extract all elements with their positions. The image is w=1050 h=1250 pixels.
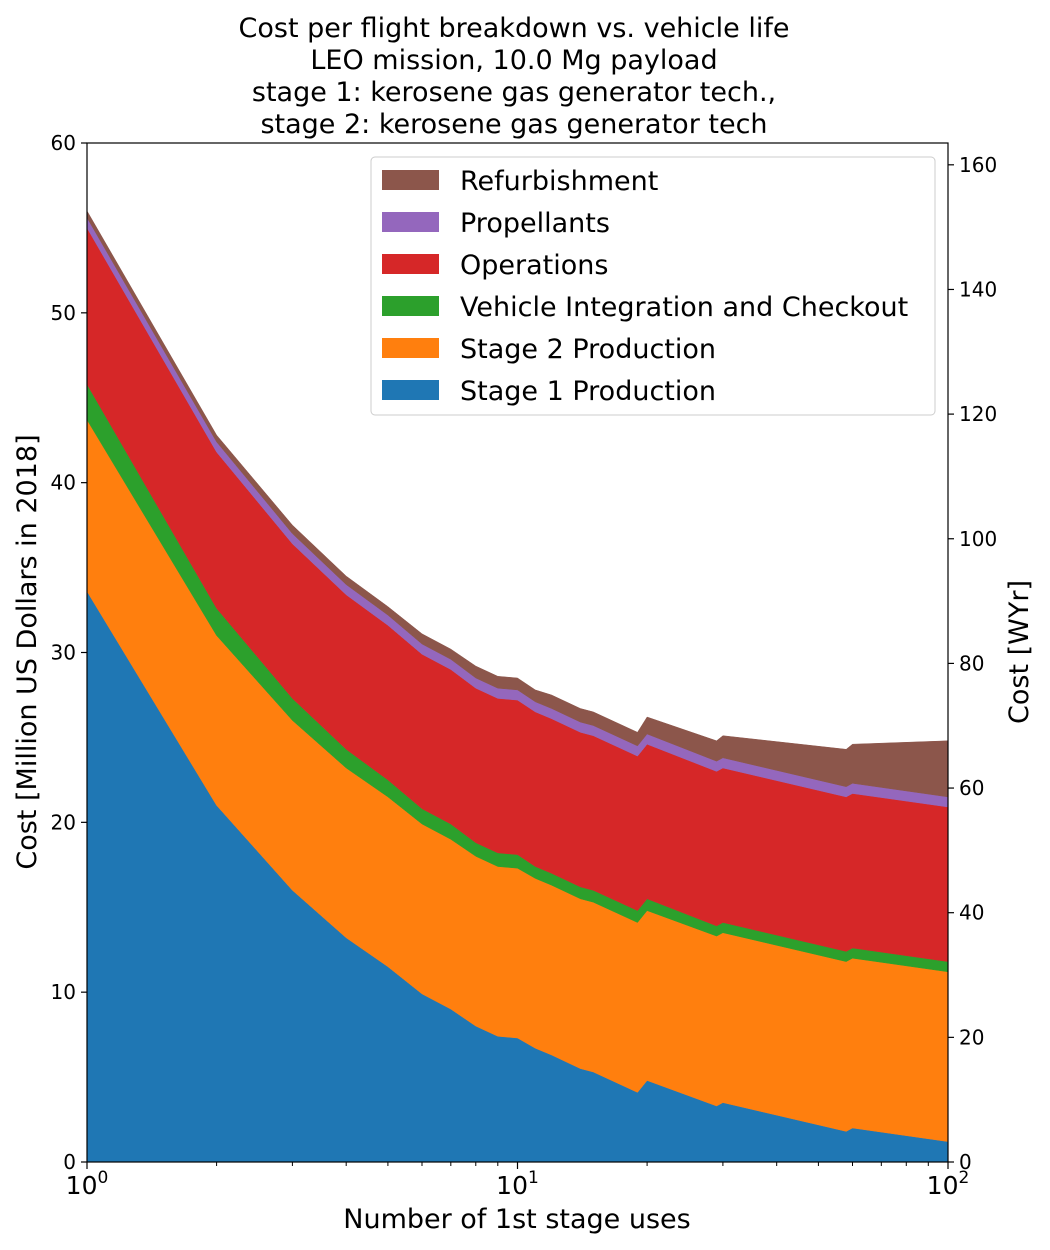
x-tick-label: 102 xyxy=(927,1168,970,1200)
legend-label: Vehicle Integration and Checkout xyxy=(460,292,908,323)
legend-swatch xyxy=(382,338,439,358)
y-tick-label: 50 xyxy=(51,301,76,325)
y-right-tick-label: 20 xyxy=(959,1025,984,1049)
legend-swatch xyxy=(382,254,439,274)
y-tick-label: 60 xyxy=(51,131,76,155)
legend-label: Operations xyxy=(460,250,608,281)
chart-title-line-4: stage 2: kerosene gas generator tech xyxy=(260,109,767,140)
legend-swatch xyxy=(382,380,439,400)
y-tick-label: 30 xyxy=(51,641,76,665)
chart-title-line-1: Cost per flight breakdown vs. vehicle li… xyxy=(239,13,790,44)
legend-box xyxy=(370,156,936,416)
y-right-tick-label: 120 xyxy=(959,402,997,426)
legend-swatch xyxy=(382,296,439,316)
y-axis-right: 0 20 40 60 80 100 120 140 160 xyxy=(948,153,997,1174)
y-axis-right-label: Cost [WYr] xyxy=(1004,580,1035,724)
legend-swatch xyxy=(382,212,439,232)
y-right-tick-label: 60 xyxy=(959,776,984,800)
y-right-tick-label: 80 xyxy=(959,651,984,675)
y-tick-label: 0 xyxy=(63,1150,76,1174)
x-tick-label: 100 xyxy=(66,1168,109,1200)
legend-label: Stage 2 Production xyxy=(460,334,716,365)
y-tick-label: 10 xyxy=(51,980,76,1004)
y-axis-left: 0 10 20 30 40 50 60 xyxy=(51,131,87,1174)
legend: Refurbishment Propellants Operations Vehicl… xyxy=(370,156,936,416)
x-axis: 100 101 102 xyxy=(66,1162,970,1200)
legend-label: Refurbishment xyxy=(460,166,658,197)
y-right-tick-label: 0 xyxy=(959,1150,972,1174)
chart-title-line-2: LEO mission, 10.0 Mg payload xyxy=(310,45,717,76)
y-tick-label: 40 xyxy=(51,471,76,495)
chart-title-line-3: stage 1: kerosene gas generator tech., xyxy=(252,77,776,108)
legend-swatch xyxy=(382,170,439,190)
x-axis-label: Number of 1st stage uses xyxy=(343,1204,690,1235)
y-right-tick-label: 100 xyxy=(959,527,997,551)
x-tick-label: 101 xyxy=(496,1168,539,1200)
legend-label: Stage 1 Production xyxy=(460,376,716,407)
y-axis-label: Cost [Million US Dollars in 2018] xyxy=(12,434,43,869)
y-right-tick-label: 40 xyxy=(959,901,984,925)
legend-label: Propellants xyxy=(460,208,610,239)
y-tick-label: 20 xyxy=(51,810,76,834)
y-right-tick-label: 160 xyxy=(959,153,997,177)
y-right-tick-label: 140 xyxy=(959,277,997,301)
